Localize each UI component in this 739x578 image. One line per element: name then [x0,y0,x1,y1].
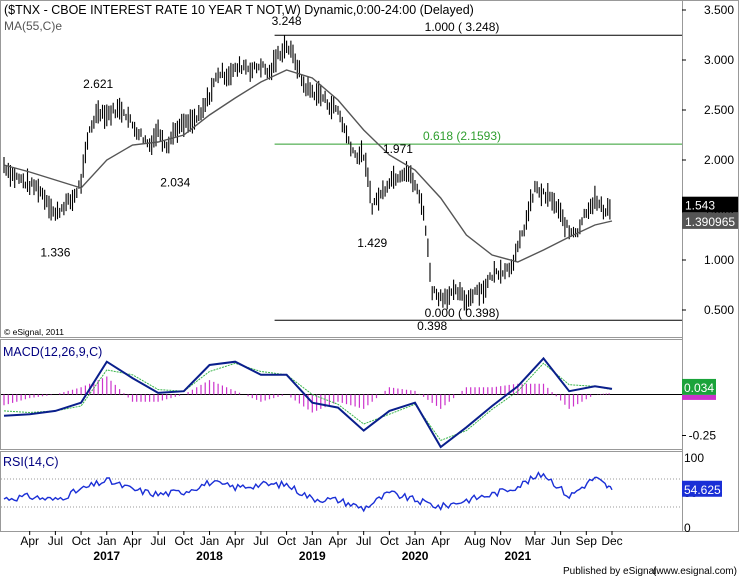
x-tick-label: Mar [525,534,546,548]
swing-label: 2.034 [160,176,190,190]
macd-last-value: 0.034 [684,381,714,395]
x-tick-label: Jan [200,534,219,548]
x-year-label: 2021 [504,549,531,563]
x-tick-label: Jun [551,534,570,548]
chart-title: ($TNX - CBOE INTEREST RATE 10 YEAR T NOT… [4,3,474,17]
swing-label: 3.248 [272,14,302,28]
swing-label: 1.971 [383,142,413,156]
price-last-badge [682,196,738,213]
x-tick-label: Jul [48,534,63,548]
x-tick-label: Oct [380,534,399,548]
x-tick-label: Apr [20,534,39,548]
x-tick-label: Oct [277,534,296,548]
swing-label: 1.336 [40,245,70,259]
rsi-panel-frame [0,451,683,532]
x-tick-label: Oct [174,534,193,548]
x-tick-label: Jan [97,534,116,548]
price-last-value: 1.543 [685,199,715,213]
ma-line [3,69,613,263]
swing-label: 0.398 [417,319,447,333]
footer-website: (www.esignal.com) [653,566,737,577]
macd-title: MACD(12,26,9,C) [3,345,102,359]
x-tick-label: Apr [431,534,450,548]
rsi-y-tick-label: 100 [684,451,704,465]
rsi-y-tick-label: 0 [684,521,691,535]
macd-signal-line [3,362,613,442]
macd-line [3,356,613,449]
x-tick-label: Nov [490,534,511,548]
x-year-label: 2019 [299,549,326,563]
fib-level-label: 1.000 ( 3.248) [425,20,500,34]
price-y-tick-label: 2.000 [704,153,734,167]
rsi-title: RSI(14,C) [3,455,59,469]
rsi-last-value: 54.625 [684,483,721,497]
x-year-label: 2018 [196,549,223,563]
ma-last-value: 1.390965 [685,215,735,229]
fib-level-label: 0.618 (2.1593) [423,129,501,143]
rsi-line [3,471,613,513]
x-tick-label: Apr [226,534,245,548]
price-y-tick-label: 3.500 [704,3,734,17]
macd-histogram [3,376,610,413]
price-y-tick-label: 1.000 [704,253,734,267]
x-tick-label: Aug [464,534,485,548]
fib-level-label: 0.000 ( 0.398) [425,306,500,320]
x-tick-label: Dec [601,534,622,548]
macd-y-tick-label: -0.25 [689,429,717,443]
price-y-tick-label: 0.500 [704,303,734,317]
x-tick-label: Jan [303,534,322,548]
x-tick-label: Oct [72,534,91,548]
x-tick-label: Jan [405,534,424,548]
macd-hist-badge [682,394,716,400]
copyright: © eSignal, 2011 [4,327,64,337]
right-axis-frame [682,0,739,532]
rsi-last-badge [682,480,722,497]
footer-published-by: Published by eSignal [563,566,656,577]
macd-last-badge [682,378,716,395]
price-panel-frame [0,0,683,338]
x-tick-label: Jul [253,534,268,548]
price-y-tick-label: 2.500 [704,103,734,117]
x-year-label: 2020 [402,549,429,563]
x-tick-label: Apr [329,534,348,548]
swing-label: 1.429 [357,236,387,250]
price-y-tick-label: 3.000 [704,53,734,67]
x-tick-label: Jul [150,534,165,548]
x-year-label: 2017 [93,549,120,563]
ma-last-badge [682,212,738,229]
ma-label: MA(55,C)e [4,19,62,33]
x-tick-label: Apr [123,534,142,548]
swing-label: 2.621 [83,77,113,91]
x-tick-label: Sep [576,534,598,548]
x-tick-label: Jul [356,534,371,548]
